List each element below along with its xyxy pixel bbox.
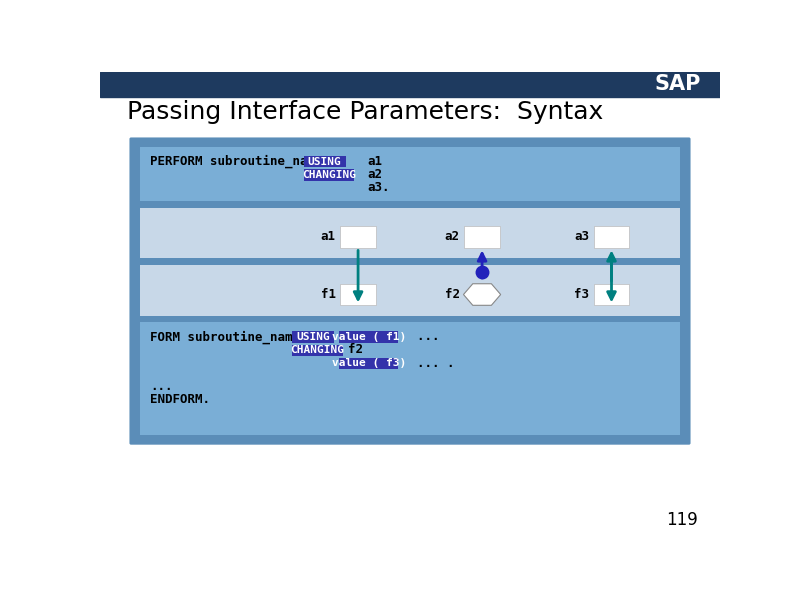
- Text: value ( f1): value ( f1): [332, 332, 406, 342]
- Text: SAP: SAP: [654, 74, 701, 94]
- Text: a2: a2: [367, 168, 382, 181]
- Text: a3.: a3.: [367, 181, 390, 194]
- Bar: [100, 72, 720, 97]
- Bar: [292, 331, 334, 343]
- Bar: [292, 344, 342, 356]
- Text: USING: USING: [308, 157, 342, 167]
- Text: Passing Interface Parameters:  Syntax: Passing Interface Parameters: Syntax: [127, 100, 603, 124]
- Text: a1: a1: [367, 155, 382, 168]
- Bar: [140, 265, 680, 316]
- Text: ENDFORM.: ENDFORM.: [150, 393, 210, 406]
- Text: ... .: ... .: [402, 356, 454, 370]
- FancyBboxPatch shape: [130, 137, 690, 445]
- Text: f3: f3: [574, 288, 589, 301]
- Text: ...: ...: [150, 380, 173, 392]
- Text: USING: USING: [296, 332, 330, 342]
- Text: PERFORM subroutine_name: PERFORM subroutine_name: [150, 155, 323, 168]
- Bar: [304, 156, 346, 167]
- Text: 119: 119: [666, 511, 698, 529]
- Bar: [339, 358, 398, 369]
- Bar: [339, 331, 398, 343]
- Bar: [140, 148, 680, 202]
- Text: CHANGING: CHANGING: [290, 346, 344, 355]
- Bar: [340, 226, 376, 248]
- Text: FORM subroutine_name: FORM subroutine_name: [150, 330, 300, 344]
- Bar: [140, 208, 680, 259]
- Bar: [594, 284, 630, 305]
- Bar: [464, 226, 500, 248]
- Text: a2: a2: [445, 230, 459, 242]
- Bar: [304, 169, 354, 181]
- Text: CHANGING: CHANGING: [302, 170, 356, 180]
- Text: f1: f1: [321, 288, 336, 301]
- Polygon shape: [463, 284, 501, 305]
- Text: f2: f2: [348, 343, 363, 356]
- Text: a1: a1: [321, 230, 336, 242]
- Text: value ( f3): value ( f3): [332, 358, 406, 368]
- Text: a3: a3: [574, 230, 589, 242]
- Bar: [340, 284, 376, 305]
- Text: ...: ...: [402, 331, 440, 343]
- Bar: [594, 226, 630, 248]
- Text: f2: f2: [445, 288, 459, 301]
- Bar: [140, 322, 680, 436]
